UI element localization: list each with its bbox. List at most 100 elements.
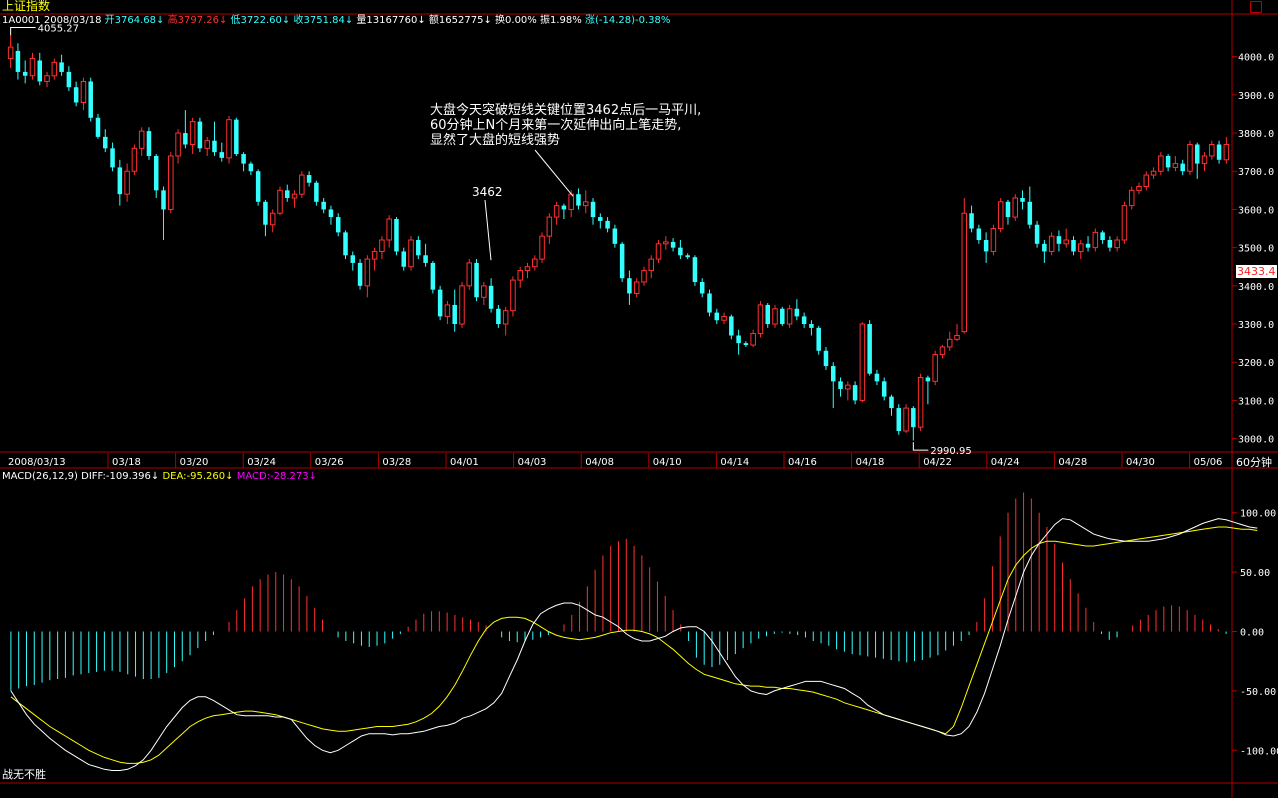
candle-body-down xyxy=(452,304,457,325)
candle-body-up xyxy=(721,315,727,321)
candle-body-down xyxy=(328,209,334,218)
candle-body-down xyxy=(1027,201,1033,225)
down-arrow-icon: ↓ xyxy=(417,15,426,26)
diff-value: -109.396 xyxy=(105,471,151,482)
candle-body-down xyxy=(794,308,800,317)
macd-tick-label: 0.00 xyxy=(1240,628,1264,639)
candle-body-up xyxy=(80,80,87,103)
candle-body-down xyxy=(1180,163,1185,172)
watermark: 战无不胜 xyxy=(2,768,46,781)
candle-body-down xyxy=(234,119,239,155)
candle-body-up xyxy=(1114,239,1120,249)
note-pointer-line xyxy=(534,149,574,197)
candle-body-down xyxy=(590,201,596,218)
candle-body-down xyxy=(103,136,108,149)
price-tick-label: 3400.0 xyxy=(1238,282,1274,293)
candle-body-down xyxy=(612,228,618,244)
date-tick-label: 05/06 xyxy=(1194,457,1223,468)
symbol-code: 1A0001 xyxy=(2,15,41,26)
candle-body-up xyxy=(1209,144,1215,157)
level-label: 3462 xyxy=(472,185,503,199)
candle-body-up xyxy=(633,281,640,294)
candle-body-down xyxy=(867,324,872,374)
candle-body-down xyxy=(110,148,115,168)
down-arrow-icon: ↓ xyxy=(218,15,228,26)
candle-body-up xyxy=(7,46,14,60)
current-price-tag: 3433.4 xyxy=(1236,265,1277,278)
candle-body-down xyxy=(881,381,887,397)
candle-body-down xyxy=(263,201,268,225)
candle-body-up xyxy=(648,258,655,272)
annotation-line: 大盘今天突破短线关键位置3462点后一马平川, xyxy=(430,103,702,118)
high-marker-line xyxy=(10,27,36,36)
high-marker-label: 4055.27 xyxy=(38,24,79,35)
candle-body-down xyxy=(976,228,982,240)
candle-body-down xyxy=(335,217,341,233)
candle-body-up xyxy=(582,201,589,207)
candle-body-up xyxy=(131,147,138,172)
macd-header: MACD(26,12,9) DIFF:-109.396↓ DEA:-95.260… xyxy=(2,470,317,483)
candle-body-down xyxy=(437,289,443,317)
macd-tick-label: -100.00 xyxy=(1240,746,1278,757)
candle-body-down xyxy=(874,373,880,382)
candle-body-up xyxy=(1172,163,1179,168)
low-label: 低 xyxy=(230,15,241,26)
annotation-note: 大盘今天突破短线关键位置3462点后一马平川, 60分钟上N个月来第一次延伸出向… xyxy=(430,103,701,148)
candle-body-down xyxy=(969,213,974,229)
candle-body-down xyxy=(619,243,625,279)
candle-body-up xyxy=(961,212,968,333)
price-tick-label: 3100.0 xyxy=(1238,396,1274,407)
candle-body-down xyxy=(670,241,676,248)
candle-body-down xyxy=(678,247,683,256)
candle-body-up xyxy=(954,334,960,340)
period-label[interactable]: 60分钟 xyxy=(1236,456,1272,469)
info-bar: 1A0001 2008/03/18 开3764.68↓ 高3797.26↓ 低3… xyxy=(2,14,670,27)
candle-body-down xyxy=(488,285,494,309)
candle-body-up xyxy=(1078,243,1084,252)
candle-body-down xyxy=(430,262,436,290)
candle-body-up xyxy=(175,132,181,157)
candle-body-up xyxy=(1121,205,1128,241)
candle-body-up xyxy=(517,270,523,281)
candle-body-down xyxy=(816,327,821,351)
candle-body-down xyxy=(22,71,28,76)
date-tick-label: 04/01 xyxy=(450,457,479,468)
candle-body-up xyxy=(663,241,669,245)
candle-body-up xyxy=(903,407,909,432)
candle-body-down xyxy=(692,257,698,283)
candle-body-up xyxy=(386,218,392,241)
diff-line xyxy=(10,518,1258,771)
date-tick-label: 03/28 xyxy=(382,457,411,468)
candle-body-up xyxy=(269,212,276,226)
candle-body-up xyxy=(364,258,371,287)
annotation-line: 60分钟上N个月来第一次延伸出向上笔走势, xyxy=(430,118,682,133)
candle-body-up xyxy=(204,140,210,149)
candle-body-up xyxy=(917,377,924,428)
date-tick-label: 03/24 xyxy=(247,457,276,468)
candle-body-up xyxy=(299,174,305,195)
candle-body-up xyxy=(1201,155,1208,165)
low-marker-line xyxy=(912,442,929,451)
candle-body-down xyxy=(212,140,217,153)
macd-tick-label: -50.00 xyxy=(1240,687,1276,698)
candle-body-down xyxy=(37,60,43,82)
macd-tick-label: 50.00 xyxy=(1240,568,1270,579)
candle-body-down xyxy=(219,152,225,158)
candle-body-down xyxy=(95,117,101,137)
candle-body-up xyxy=(459,285,465,325)
turnover-label: 换 xyxy=(495,15,506,26)
candle-body-down xyxy=(605,220,610,229)
candle-body-up xyxy=(138,130,145,149)
price-tick-label: 3300.0 xyxy=(1238,320,1274,331)
candle-body-up xyxy=(408,239,414,268)
candle-body-up xyxy=(1128,189,1135,207)
candle-body-up xyxy=(226,119,232,159)
low-marker-label: 2990.95 xyxy=(930,446,971,457)
candle-body-up xyxy=(845,384,851,390)
candle-body-down xyxy=(153,155,159,191)
price-tick-label: 3200.0 xyxy=(1238,358,1274,369)
candle-body-up xyxy=(124,170,130,195)
candle-body-down xyxy=(1056,236,1062,244)
window-button-icon[interactable] xyxy=(1250,1,1262,13)
date-tick-label: 03/26 xyxy=(315,457,344,468)
